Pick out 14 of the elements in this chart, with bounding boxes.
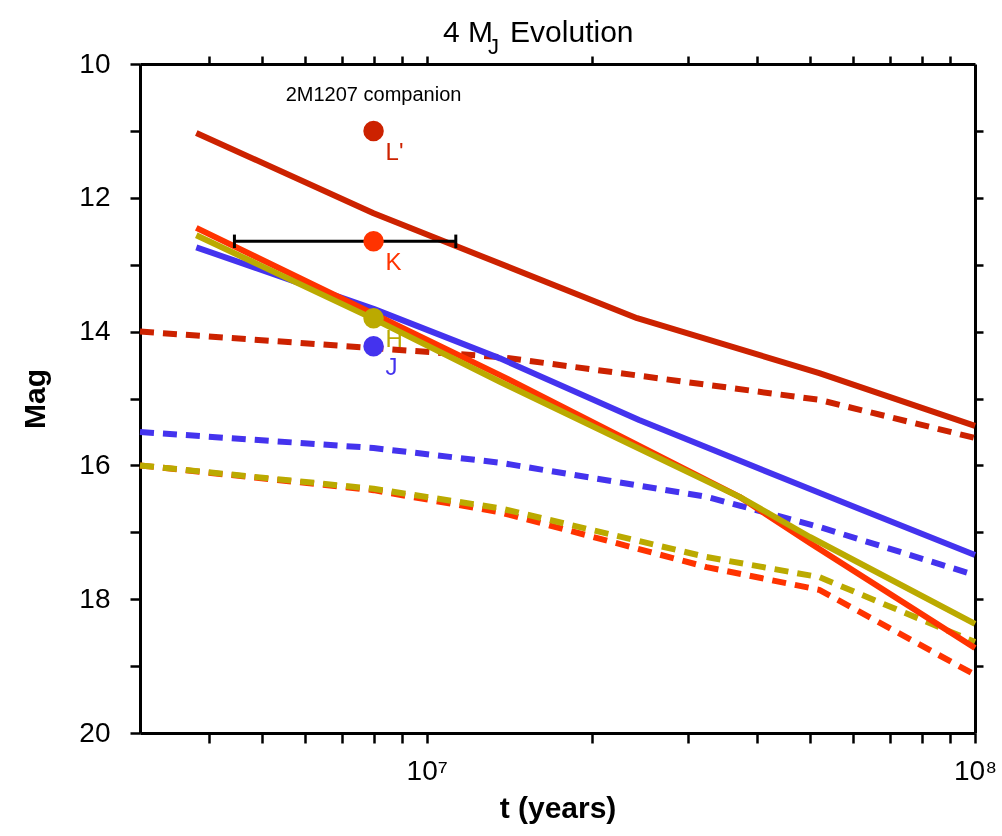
x-tick-label: 10⁷ <box>406 754 448 786</box>
x-tick-label: 10⁸ <box>954 754 997 786</box>
y-tick-label: 20 <box>79 716 111 748</box>
x-axis-title: t (years) <box>499 790 617 824</box>
series-label: L' <box>385 137 404 165</box>
y-tick-label: 12 <box>79 181 111 213</box>
y-tick-label: 10 <box>79 47 111 79</box>
y-tick-label: 16 <box>79 448 111 480</box>
annotation: 2M1207 companion <box>285 82 462 105</box>
y-tick-label: 14 <box>79 315 111 347</box>
series-label: K <box>385 248 402 276</box>
y-axis-title: Mag <box>18 369 52 429</box>
y-tick-label: 18 <box>79 582 111 614</box>
series-label: J <box>385 353 398 381</box>
